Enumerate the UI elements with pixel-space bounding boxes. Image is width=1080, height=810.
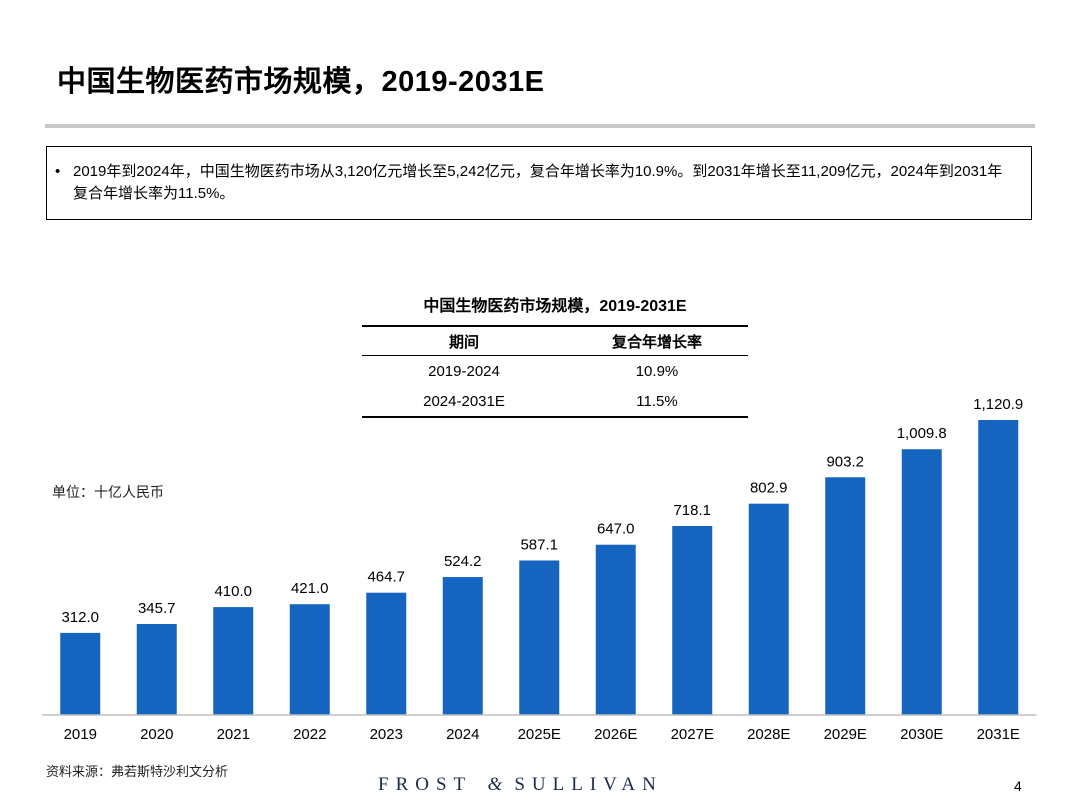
- table-bottom-rule: [362, 416, 748, 418]
- bar-value-label: 802.9: [750, 480, 788, 497]
- page-title: 中国生物医药市场规模，2019-2031E: [57, 66, 545, 98]
- brand-ampersand: &: [487, 774, 503, 795]
- bar: [519, 560, 560, 715]
- source-note: 资料来源：弗若斯特沙利文分析: [46, 764, 229, 779]
- table-cell-cagr: 10.9%: [635, 362, 679, 380]
- bar: [901, 449, 942, 715]
- brand-left: FROST: [378, 774, 472, 795]
- bar-value-label: 903.2: [826, 453, 864, 470]
- bar-value-label: 587.1: [520, 536, 558, 553]
- table-top-rule: [362, 325, 748, 327]
- x-tick-label: 2023: [370, 726, 403, 743]
- bar-value-label: 647.0: [597, 521, 635, 538]
- x-tick-label: 2020: [140, 726, 173, 743]
- bar-value-label: 1,120.9: [973, 396, 1023, 413]
- table-header-rule: [362, 355, 748, 356]
- x-tick-label: 2030E: [900, 726, 943, 743]
- bar: [60, 632, 101, 715]
- x-tick-label: 2028E: [747, 726, 790, 743]
- cagr-table: 期间 复合年增长率 2019-2024 10.9% 2024-2031E 11.…: [362, 325, 748, 418]
- bar-chart: 312.0 2019 345.7 2020 410.0 2021 421.0 2022 464.…: [42, 396, 1037, 743]
- bar: [136, 624, 177, 715]
- bar-value-label: 312.0: [61, 609, 99, 626]
- table-cell-cagr: 11.5%: [636, 392, 678, 410]
- x-tick-label: 2022: [293, 726, 326, 743]
- cagr-table-title: 中国生物医药市场规模，2019-2031E: [423, 298, 687, 315]
- page-number: 4: [1014, 778, 1022, 794]
- table-header-period: 期间: [448, 333, 479, 351]
- bar-value-label: 421.0: [291, 580, 329, 597]
- x-tick-label: 2031E: [977, 726, 1020, 743]
- bar-value-label: 718.1: [673, 502, 711, 519]
- bar: [289, 604, 330, 715]
- bar: [442, 577, 483, 715]
- table-cell-period: 2024-2031E: [423, 392, 505, 410]
- bar: [213, 607, 254, 715]
- table-row: 2024-2031E 11.5%: [362, 386, 748, 416]
- table-header-row: 期间 复合年增长率: [362, 327, 748, 355]
- bar-value-label: 1,009.8: [897, 425, 947, 442]
- bar: [595, 544, 636, 715]
- bar-value-label: 524.2: [444, 553, 482, 570]
- table-header-cagr: 复合年增长率: [611, 333, 702, 351]
- table-cell-period: 2019-2024: [428, 362, 500, 380]
- table-row: 2019-2024 10.9%: [362, 356, 748, 386]
- brand-logo: FROST & SULLIVAN: [378, 774, 663, 796]
- unit-label: 单位：十亿人民币: [52, 484, 164, 500]
- bullet: •: [55, 163, 61, 180]
- x-tick-label: 2029E: [824, 726, 867, 743]
- bar: [825, 477, 866, 715]
- x-tick-label: 2027E: [671, 726, 714, 743]
- title-divider: [45, 124, 1035, 128]
- bar: [748, 503, 789, 715]
- x-tick-label: 2024: [446, 726, 479, 743]
- bar: [978, 420, 1019, 715]
- x-tick-label: 2026E: [594, 726, 637, 743]
- summary-box: • 2019年到2024年，中国生物医药市场从3,120亿元增长至5,242亿元…: [46, 146, 1032, 220]
- x-tick-label: 2021: [217, 726, 250, 743]
- x-tick-label: 2025E: [518, 726, 561, 743]
- summary-text: 2019年到2024年，中国生物医药市场从3,120亿元增长至5,242亿元，复…: [73, 163, 1003, 202]
- bar: [672, 526, 713, 715]
- bar: [366, 592, 407, 715]
- bar-value-label: 464.7: [367, 569, 405, 586]
- x-tick-label: 2019: [64, 726, 97, 743]
- brand-right: SULLIVAN: [514, 774, 663, 795]
- bar-value-label: 345.7: [138, 600, 176, 617]
- bar-value-label: 410.0: [214, 583, 252, 600]
